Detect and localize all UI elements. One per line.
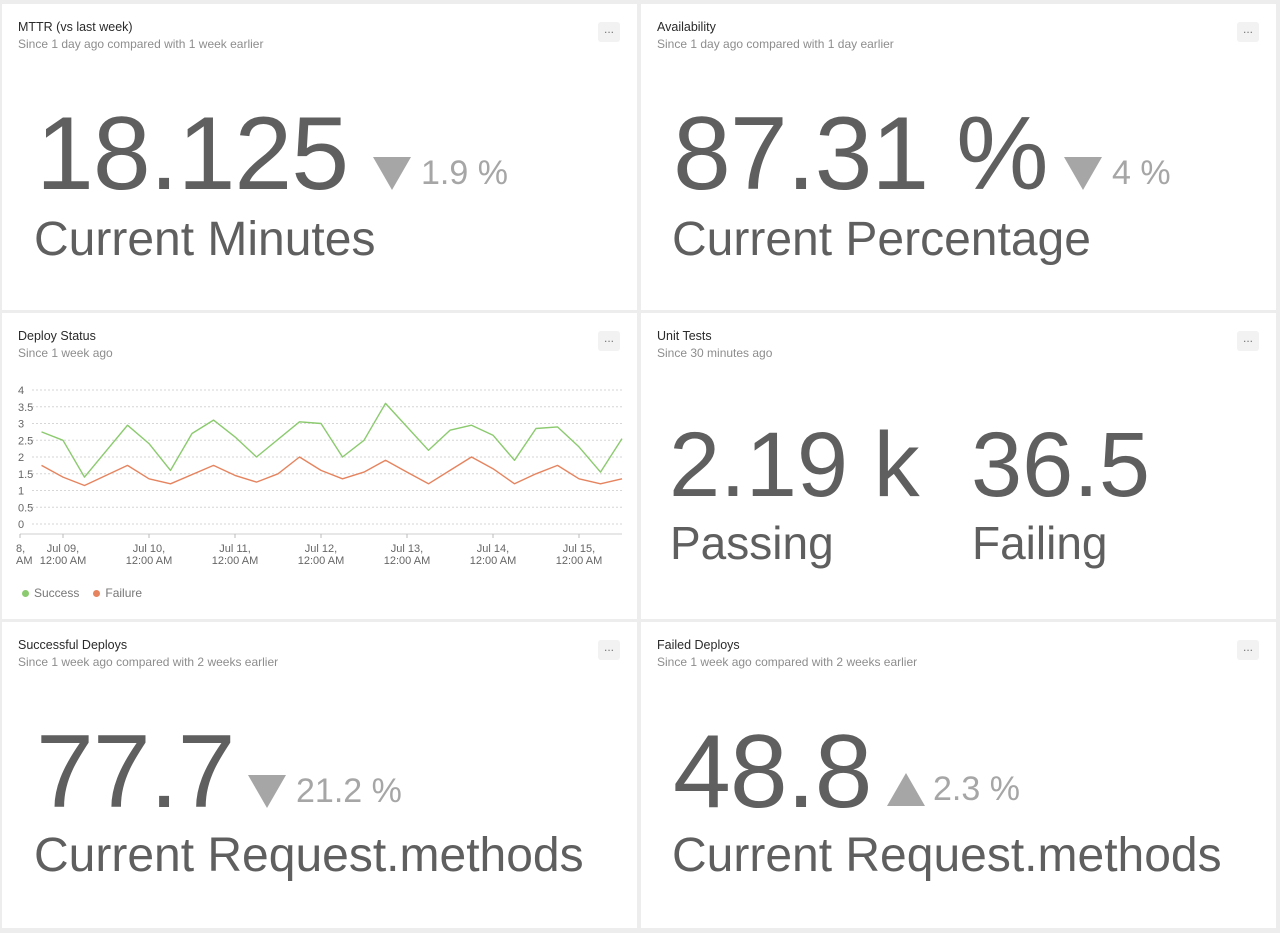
x-tick-label: Jul 15, — [563, 543, 595, 555]
successful-deploys-widget: Successful Deploys Since 1 week ago comp… — [2, 622, 637, 928]
mttr-delta: 1.9 % — [373, 154, 508, 193]
availability-value: 87.31 % — [673, 96, 1049, 212]
x-tick-label: Jul 09, — [47, 543, 79, 555]
x-tick-label: 12:00 AM — [126, 555, 172, 567]
legend-label: Success — [34, 586, 80, 600]
y-tick-label: 4 — [18, 385, 24, 397]
trend-up-icon — [887, 773, 925, 806]
mttr-label: Current Minutes — [34, 213, 376, 266]
unit-tests-widget: Unit Tests Since 30 minutes ago ... 2.19… — [641, 313, 1276, 619]
successful-deploys-value: 77.7 — [36, 714, 235, 830]
x-tick-label: Jul 13, — [391, 543, 423, 555]
legend-dot-icon — [22, 589, 29, 597]
widget-menu-button[interactable]: ... — [1237, 331, 1259, 351]
y-tick-label: 1.5 — [18, 469, 33, 481]
availability-widget: Availability Since 1 day ago compared wi… — [641, 4, 1276, 310]
failing-label: Failing — [972, 517, 1108, 569]
legend-item-failure[interactable]: Failure — [93, 586, 142, 600]
mttr-value: 18.125 — [36, 96, 349, 212]
widget-subtitle: Since 30 minutes ago — [657, 346, 773, 360]
failed-deploys-label: Current Request.methods — [672, 829, 1222, 882]
y-tick-label: 3 — [18, 419, 24, 431]
legend-item-success[interactable]: Success — [22, 586, 79, 600]
failing-value: 36.5 — [971, 414, 1151, 516]
y-tick-label: 1 — [18, 486, 24, 498]
widget-subtitle: Since 1 day ago compared with 1 day earl… — [657, 37, 894, 51]
x-tick-label: Jul 10, — [133, 543, 165, 555]
y-tick-label: 0.5 — [18, 502, 33, 514]
x-tick-label: 12:00 AM — [298, 555, 344, 567]
series-line-success — [41, 402, 623, 478]
trend-down-icon — [1064, 157, 1102, 190]
x-tick-label: 12:00 AM — [556, 555, 602, 567]
widget-subtitle: Since 1 week ago — [18, 346, 113, 360]
failed-deploys-widget: Failed Deploys Since 1 week ago compared… — [641, 622, 1276, 928]
mttr-delta-value: 1.9 % — [421, 154, 508, 192]
widget-subtitle: Since 1 week ago compared with 2 weeks e… — [657, 655, 918, 669]
passing-label: Passing — [670, 517, 834, 569]
x-tick-label: 8, — [16, 543, 25, 555]
x-tick-label: Jul 12, — [305, 543, 337, 555]
successful-deploys-label: Current Request.methods — [34, 829, 584, 882]
widget-subtitle: Since 1 week ago compared with 2 weeks e… — [18, 655, 279, 669]
widget-title: Successful Deploys — [18, 638, 128, 652]
y-tick-label: 2.5 — [18, 435, 33, 447]
x-tick-label: Jul 11, — [219, 543, 251, 555]
widget-menu-button[interactable]: ... — [1237, 22, 1259, 42]
mttr-widget: MTTR (vs last week) Since 1 day ago comp… — [2, 4, 637, 310]
x-tick-label: 12:00 AM — [384, 555, 430, 567]
x-tick-label: 12:00 AM — [470, 555, 516, 567]
widget-title: Failed Deploys — [657, 638, 740, 652]
x-tick-label: AM — [16, 555, 33, 567]
legend-dot-icon — [93, 589, 101, 597]
failed-deploys-delta: 2.3 % — [887, 770, 1020, 809]
widget-menu-button[interactable]: ... — [598, 22, 620, 42]
x-tick-label: 12:00 AM — [40, 555, 86, 567]
widget-title: MTTR (vs last week) — [18, 20, 133, 34]
availability-delta: 4 % — [1064, 154, 1171, 193]
chart-legend: Success Failure — [22, 586, 142, 600]
failed-deploys-value: 48.8 — [673, 714, 872, 830]
legend-label: Failure — [105, 586, 143, 600]
x-tick-label: Jul 14, — [477, 543, 509, 555]
availability-delta-value: 4 % — [1112, 154, 1171, 192]
successful-deploys-delta-value: 21.2 % — [296, 772, 402, 810]
series-line-failure — [41, 456, 623, 487]
trend-down-icon — [248, 775, 286, 808]
widget-subtitle: Since 1 day ago compared with 1 week ear… — [18, 37, 264, 51]
successful-deploys-delta: 21.2 % — [248, 772, 402, 811]
y-tick-label: 3.5 — [18, 402, 33, 414]
y-tick-label: 2 — [18, 452, 24, 464]
widget-menu-button[interactable]: ... — [598, 640, 620, 660]
x-tick-label: 12:00 AM — [212, 555, 258, 567]
y-tick-label: 0 — [18, 519, 24, 531]
widget-menu-button[interactable]: ... — [598, 331, 620, 351]
failed-deploys-delta-value: 2.3 % — [933, 770, 1020, 808]
passing-value: 2.19 k — [669, 414, 920, 516]
widget-title: Deploy Status — [18, 329, 96, 343]
deploy-status-widget: Deploy Status Since 1 week ago ... 0 0.5 1… — [2, 313, 637, 619]
widget-title: Unit Tests — [657, 329, 712, 343]
availability-label: Current Percentage — [672, 213, 1091, 266]
widget-menu-button[interactable]: ... — [1237, 640, 1259, 660]
trend-down-icon — [373, 157, 411, 190]
widget-title: Availability — [657, 20, 716, 34]
